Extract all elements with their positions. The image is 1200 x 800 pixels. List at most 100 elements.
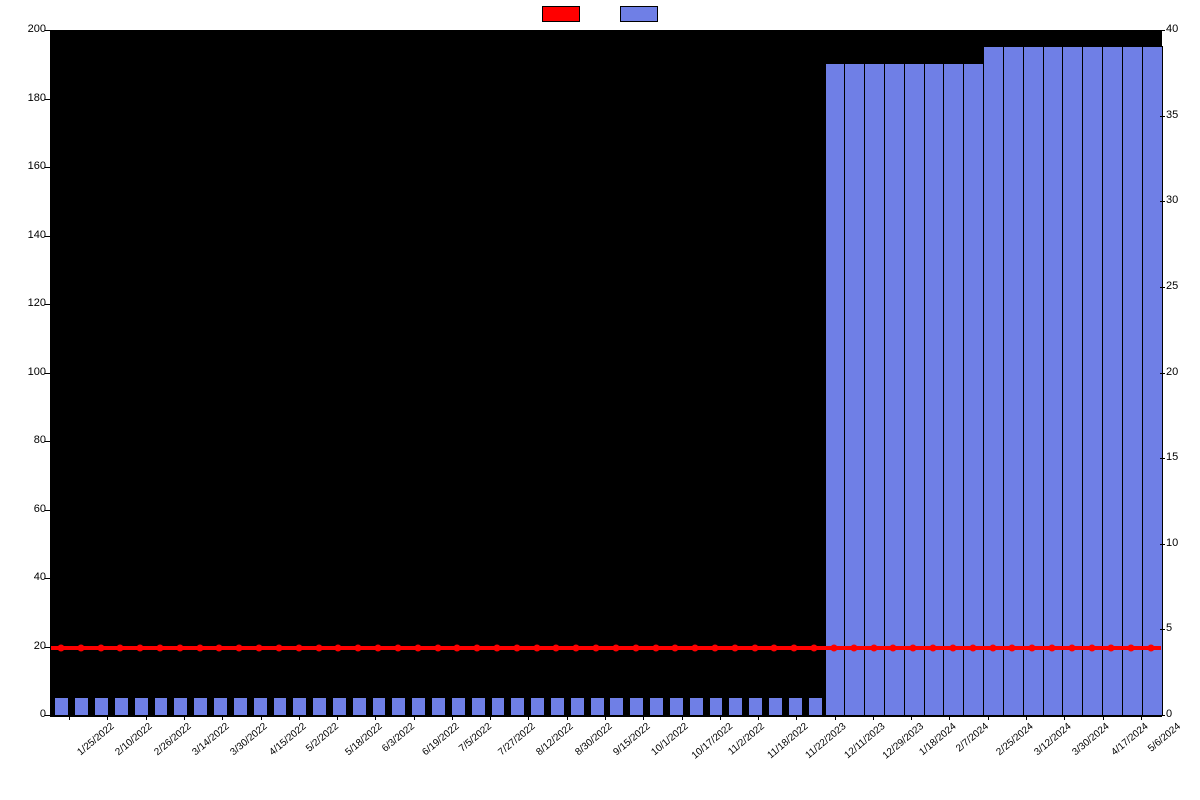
x-tick-label: 6/3/2022	[380, 721, 417, 754]
y-left-tick-label: 180	[6, 92, 46, 104]
line-marker	[930, 644, 937, 651]
legend-swatch-series1	[542, 6, 580, 22]
data-bar	[94, 697, 109, 716]
data-bar	[1122, 46, 1143, 716]
y-left-tick-label: 40	[6, 571, 46, 583]
data-bar	[788, 697, 803, 716]
line-marker	[1128, 644, 1135, 651]
data-bar	[550, 697, 565, 716]
line-marker	[157, 644, 164, 651]
y-left-tick-label: 0	[6, 708, 46, 720]
line-marker	[375, 644, 382, 651]
y-right-tick-label: 25	[1166, 280, 1200, 292]
data-bar	[904, 63, 925, 716]
line-marker	[1029, 644, 1036, 651]
line-marker	[295, 644, 302, 651]
x-tick-label: 2/25/2024	[994, 721, 1035, 758]
y-right-tick-label: 35	[1166, 109, 1200, 121]
line-marker	[474, 644, 481, 651]
x-tick-label: 8/30/2022	[573, 721, 614, 758]
data-bar	[669, 697, 684, 716]
data-bar	[114, 697, 129, 716]
data-bar	[728, 697, 743, 716]
data-bar	[54, 697, 69, 716]
line-marker	[612, 644, 619, 651]
line-marker	[117, 644, 124, 651]
data-bar	[1003, 46, 1024, 716]
line-marker	[513, 644, 520, 651]
line-marker	[315, 644, 322, 651]
x-tick-label: 12/11/2023	[842, 721, 887, 761]
line-marker	[493, 644, 500, 651]
data-bar	[1062, 46, 1083, 716]
data-bar	[570, 697, 585, 716]
line-marker	[890, 644, 897, 651]
line-marker	[751, 644, 758, 651]
line-marker	[910, 644, 917, 651]
y-left-tick-label: 120	[6, 297, 46, 309]
x-tick-label: 7/5/2022	[457, 721, 494, 754]
data-bar	[1023, 46, 1044, 716]
data-bar	[411, 697, 426, 716]
data-bar	[768, 697, 783, 716]
line-marker	[771, 644, 778, 651]
line-marker	[434, 644, 441, 651]
y-right-tick-label: 30	[1166, 194, 1200, 206]
line-marker	[1108, 644, 1115, 651]
y-left-tick-label: 60	[6, 503, 46, 515]
line-marker	[553, 644, 560, 651]
line-marker	[593, 644, 600, 651]
line-marker	[236, 644, 243, 651]
data-bar	[709, 697, 724, 716]
line-marker	[137, 644, 144, 651]
data-bar	[844, 63, 865, 716]
data-bar	[1082, 46, 1103, 716]
data-bar	[451, 697, 466, 716]
x-tick-label: 3/30/2024	[1071, 721, 1112, 758]
data-bar	[884, 63, 905, 716]
data-bar	[943, 63, 964, 716]
line-marker	[632, 644, 639, 651]
x-tick-label: 11/22/2023	[804, 721, 849, 761]
data-bar	[312, 697, 327, 716]
data-bar	[213, 697, 228, 716]
legend	[542, 6, 658, 22]
line-marker	[870, 644, 877, 651]
line-marker	[176, 644, 183, 651]
y-right-tick-label: 0	[1166, 708, 1200, 720]
y-right-tick-label: 10	[1166, 537, 1200, 549]
y-left-tick-label: 140	[6, 229, 46, 241]
line-marker	[1009, 644, 1016, 651]
data-bar	[154, 697, 169, 716]
line-marker	[57, 644, 64, 651]
data-bar	[510, 697, 525, 716]
x-tick-label: 7/27/2022	[497, 721, 538, 758]
data-bar	[1102, 46, 1123, 716]
x-tick-label: 1/25/2022	[76, 721, 117, 758]
line-marker	[216, 644, 223, 651]
line-marker	[454, 644, 461, 651]
line-marker	[77, 644, 84, 651]
chart-container: 020406080100120140160180200 051015202530…	[0, 0, 1200, 800]
line-marker	[969, 644, 976, 651]
x-tick-label: 5/2/2022	[304, 721, 341, 754]
data-bar	[273, 697, 288, 716]
data-bar	[530, 697, 545, 716]
y-right-tick-label: 40	[1166, 23, 1200, 35]
line-marker	[1088, 644, 1095, 651]
x-tick-label: 10/1/2022	[650, 721, 691, 758]
line-marker	[731, 644, 738, 651]
data-bar	[471, 697, 486, 716]
legend-swatch-series2	[620, 6, 658, 22]
x-tick-label: 6/19/2022	[420, 721, 461, 758]
data-bar	[609, 697, 624, 716]
line-marker	[830, 644, 837, 651]
y-right-tick-label: 5	[1166, 622, 1200, 634]
line-marker	[256, 644, 263, 651]
x-tick-label: 5/18/2022	[343, 721, 384, 758]
data-bar	[74, 697, 89, 716]
data-bar	[590, 697, 605, 716]
data-bar	[233, 697, 248, 716]
x-tick-label: 3/30/2022	[229, 721, 270, 758]
x-tick-label: 2/10/2022	[114, 721, 155, 758]
